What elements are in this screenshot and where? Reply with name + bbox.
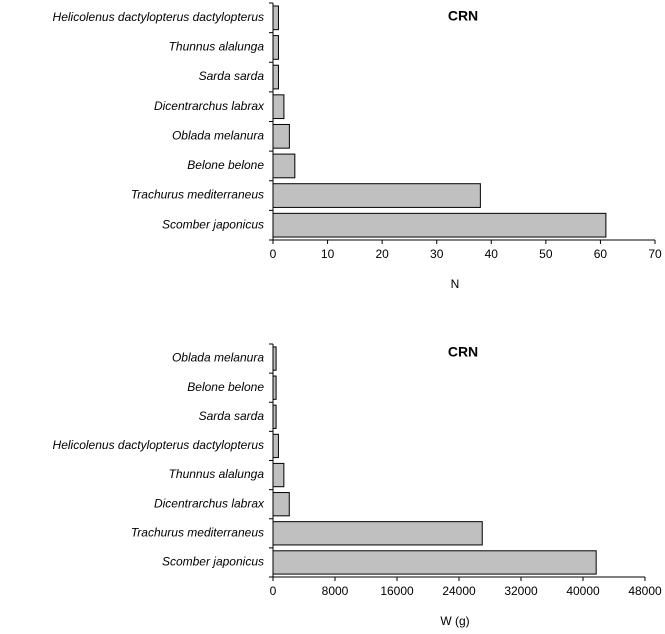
x-tick-label: 0 bbox=[270, 584, 277, 598]
bar bbox=[272, 64, 279, 90]
x-tick-label: 30 bbox=[430, 247, 444, 261]
x-tick-label: 0 bbox=[270, 247, 277, 261]
x-tick-label: 70 bbox=[648, 247, 662, 261]
bar bbox=[272, 462, 285, 488]
bar bbox=[272, 550, 597, 575]
category-label: Trachurus mediterraneus bbox=[131, 525, 264, 539]
x-tick-label: 40 bbox=[485, 247, 499, 261]
category-label: Belone belone bbox=[187, 158, 264, 172]
category-label: Thunnus alalunga bbox=[169, 467, 265, 481]
bar bbox=[272, 492, 290, 517]
x-tick-label: 20 bbox=[375, 247, 389, 261]
bar bbox=[272, 433, 279, 459]
x-tick-label: 24000 bbox=[442, 584, 476, 598]
chart-title: CRN bbox=[448, 344, 478, 360]
category-label: Oblada melanura bbox=[172, 128, 264, 142]
bar bbox=[272, 212, 607, 238]
category-label: Sarda sarda bbox=[199, 69, 265, 83]
x-tick-label: 48000 bbox=[628, 584, 662, 598]
category-label: Thunnus alalunga bbox=[169, 40, 265, 54]
category-label: Oblada melanura bbox=[172, 351, 264, 365]
category-label: Scomber japonicus bbox=[162, 217, 264, 231]
category-label: Dicentrarchus labrax bbox=[154, 99, 265, 113]
x-tick-label: 8000 bbox=[322, 584, 349, 598]
x-tick-label: 50 bbox=[539, 247, 553, 261]
bar bbox=[272, 153, 296, 179]
bar bbox=[272, 123, 290, 149]
category-label: Belone belone bbox=[187, 380, 264, 394]
bar bbox=[272, 183, 481, 208]
bar bbox=[272, 35, 279, 60]
category-label: Dicentrarchus labrax bbox=[154, 496, 265, 510]
x-tick-label: 16000 bbox=[380, 584, 414, 598]
category-label: Helicolenus dactylopterus dactylopterus bbox=[53, 438, 264, 452]
x-tick-label: 32000 bbox=[504, 584, 538, 598]
bar bbox=[272, 404, 277, 429]
x-tick-label: 60 bbox=[594, 247, 608, 261]
x-tick-label: 40000 bbox=[566, 584, 600, 598]
x-axis-label: W (g) bbox=[440, 614, 469, 628]
x-tick-label: 10 bbox=[321, 247, 335, 261]
category-label: Helicolenus dactylopterus dactylopterus bbox=[53, 10, 264, 24]
bar bbox=[272, 375, 277, 400]
category-label: Trachurus mediterraneus bbox=[131, 188, 264, 202]
bar bbox=[272, 346, 277, 371]
x-axis-label: N bbox=[451, 277, 460, 291]
bar bbox=[272, 521, 483, 546]
category-label: Sarda sarda bbox=[199, 409, 265, 423]
category-label: Scomber japonicus bbox=[162, 555, 264, 569]
chart-title: CRN bbox=[448, 8, 478, 24]
bar bbox=[272, 94, 285, 120]
bar bbox=[272, 5, 279, 31]
